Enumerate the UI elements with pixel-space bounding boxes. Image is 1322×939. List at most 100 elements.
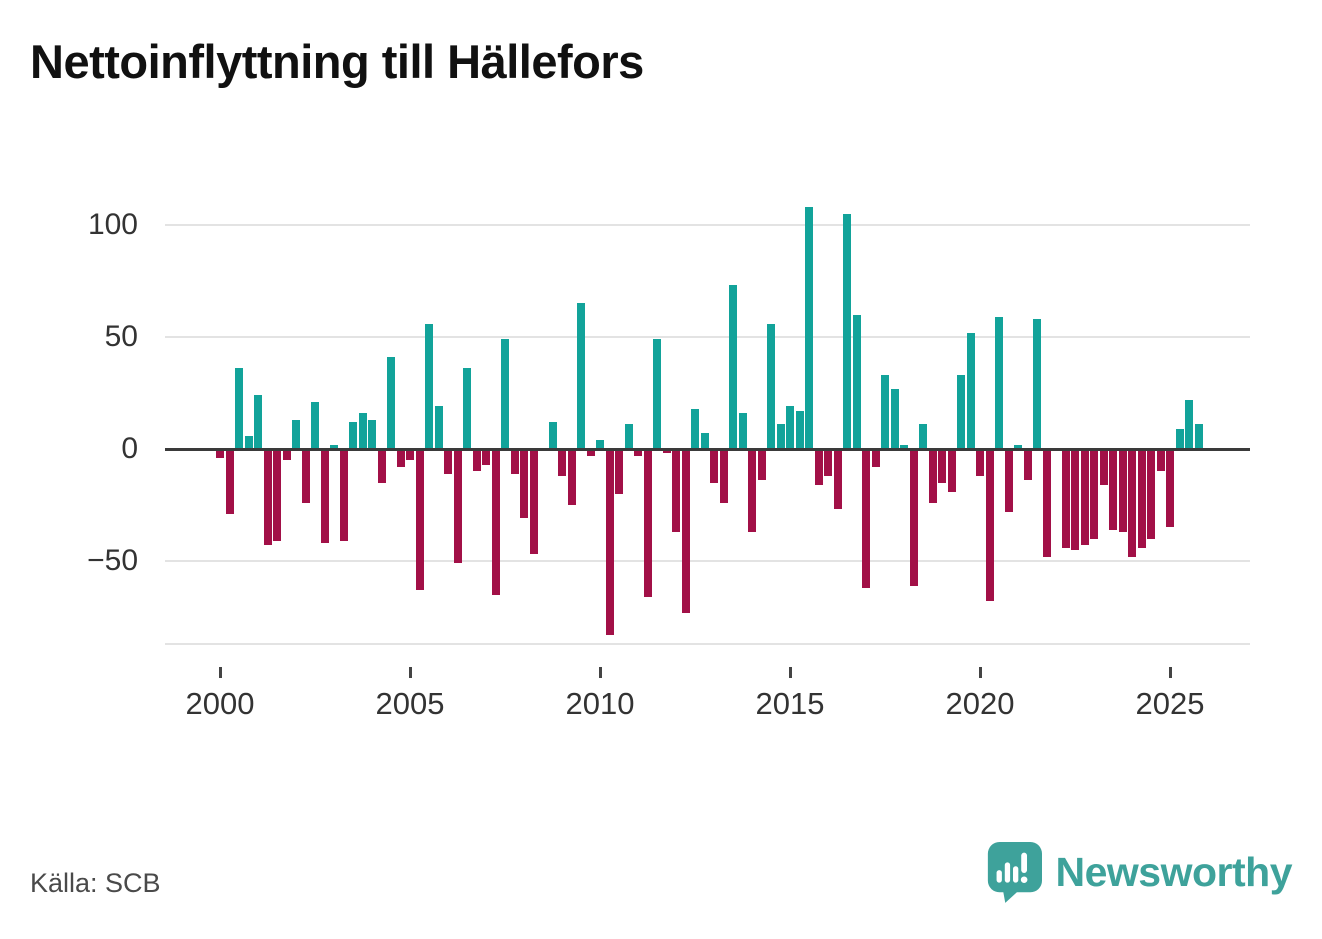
bar (643, 449, 652, 597)
bar (463, 368, 471, 449)
bar (377, 449, 386, 483)
bar (1042, 449, 1051, 557)
bar (881, 375, 889, 449)
bar (833, 449, 842, 510)
bar (862, 449, 870, 588)
x-axis-tick (1168, 667, 1172, 678)
bar (406, 449, 414, 461)
x-axis-label: 2010 (565, 686, 635, 721)
bar (719, 449, 728, 503)
bar (434, 406, 443, 449)
bar (909, 449, 918, 586)
bar (548, 422, 557, 449)
bar (852, 314, 861, 449)
bar (947, 449, 956, 492)
bar (263, 449, 272, 546)
bar (330, 444, 338, 449)
bar (301, 449, 310, 503)
x-axis-tick (218, 667, 222, 678)
bar (387, 357, 395, 449)
x-axis-label: 2000 (185, 686, 255, 721)
bar (596, 440, 604, 449)
bar (919, 424, 927, 449)
bar (1099, 449, 1108, 485)
gridline-50 (165, 336, 1250, 338)
bar (510, 449, 519, 474)
bar (757, 449, 766, 481)
bar (235, 368, 243, 449)
bar (339, 449, 348, 541)
y-axis-label: 50 (104, 320, 138, 353)
newsworthy-speech-bubble-chart-icon (987, 842, 1042, 903)
bar (662, 449, 671, 454)
chart-title: Nettoinflyttning till Hällefors (30, 35, 644, 88)
bar (653, 339, 661, 449)
bar (843, 213, 851, 449)
bar (890, 388, 899, 449)
source-note: Källa: SCB (30, 868, 161, 898)
bar (928, 449, 937, 503)
bar (748, 449, 756, 532)
gridline--50 (165, 560, 1250, 562)
bar (520, 449, 528, 519)
bar (710, 449, 718, 483)
bar (1175, 428, 1184, 449)
bar (1147, 449, 1155, 539)
bar (605, 449, 614, 635)
x-axis-label: 2005 (375, 686, 445, 721)
bar (1080, 449, 1089, 546)
bar (824, 449, 832, 476)
gridline-100 (165, 224, 1250, 226)
bar (453, 449, 462, 564)
bar (624, 424, 633, 449)
bar (501, 339, 509, 449)
bar (1004, 449, 1013, 512)
bar (691, 408, 699, 449)
bar (1194, 424, 1203, 449)
bar (871, 449, 880, 467)
bar (776, 424, 785, 449)
bar (1071, 449, 1079, 550)
bar (254, 395, 262, 449)
y-axis-label: −50 (87, 544, 138, 577)
bar (482, 449, 490, 465)
bar (738, 413, 747, 449)
bar (368, 419, 376, 449)
x-axis-tick (598, 667, 602, 678)
bar (282, 449, 291, 461)
x-axis-tick (978, 667, 982, 678)
bar (681, 449, 690, 613)
bar (900, 444, 908, 449)
x-axis-label: 2020 (945, 686, 1015, 721)
bar (216, 449, 224, 458)
bar (957, 375, 965, 449)
bar (273, 449, 281, 541)
bar (814, 449, 823, 485)
bar (672, 449, 680, 532)
gridline-bottom (165, 642, 1250, 645)
bar (1166, 449, 1174, 528)
x-axis-label: 2025 (1135, 686, 1205, 721)
bar (995, 316, 1003, 449)
y-axis-label: 100 (87, 208, 138, 241)
bar (529, 449, 538, 555)
bar (444, 449, 452, 474)
logo-wordmark: Newsworthy (1055, 848, 1293, 895)
bar (786, 406, 794, 449)
bar (1014, 444, 1022, 449)
bar (1109, 449, 1117, 530)
bar (1185, 399, 1193, 449)
bar (225, 449, 234, 514)
bar (1090, 449, 1098, 539)
bar (1033, 319, 1041, 449)
bar (558, 449, 566, 476)
bar (577, 303, 585, 449)
newsworthy-logo: Newsworthy (984, 840, 1293, 904)
bar (311, 401, 319, 449)
bar (349, 422, 357, 449)
bar (320, 449, 329, 544)
bar (415, 449, 424, 591)
bar (976, 449, 984, 476)
bar (491, 449, 500, 595)
